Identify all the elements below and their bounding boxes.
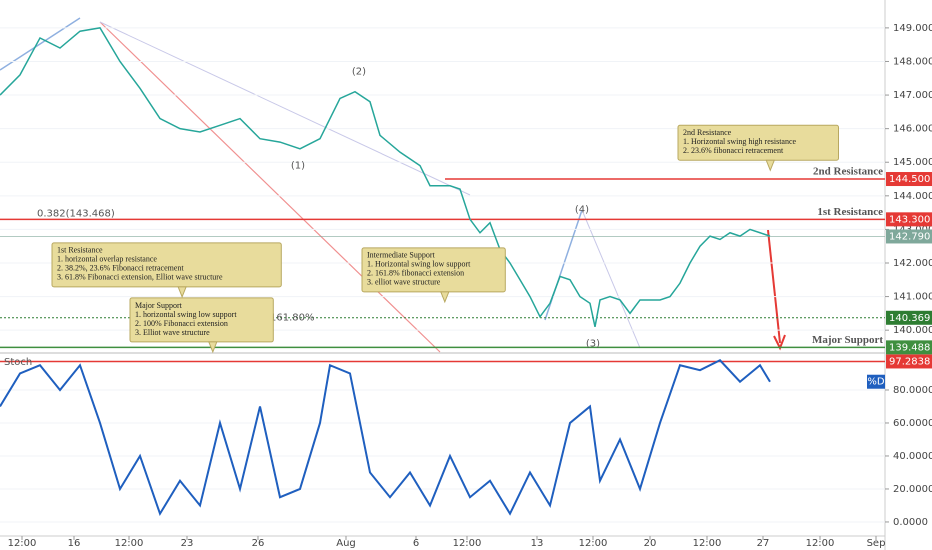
y-tick-label: 142.000 [893,258,932,269]
note-title: 2nd Resistance [683,128,732,137]
y-tick-label: 60.0000 [893,418,932,429]
series-name: %D [867,377,885,388]
forecast-arrow [767,229,781,344]
series-line [0,27,771,327]
y-tick-label: 145.000 [893,157,932,168]
y-tick-label: 40.0000 [893,451,932,462]
note-line: 1. horizontal swing low support [135,310,237,319]
x-tick-label: 12:00 [579,538,608,549]
x-tick-label: 6 [413,538,419,549]
note-line: 2. 161.8% fibonacci extension [367,269,464,278]
note-title: Intermediate Support [367,251,436,260]
x-tick-label: Aug [336,538,356,549]
y-tick-label: 20.0000 [893,484,932,495]
y-tick-label: 146.000 [893,124,932,135]
price-tag-label: 143.300 [889,214,930,225]
note-line: 3. Elliot wave structure [135,328,210,337]
pane-title: Stoch [4,357,32,368]
price-tag [886,354,932,369]
x-tick-label: Sep [867,538,886,549]
wave-line [581,209,641,349]
note-line: 3. elliot wave structure [367,278,441,287]
x-tick-label: 13 [531,538,544,549]
y-tick-label: 147.000 [893,90,932,101]
x-tick-label: 26 [252,538,265,549]
x-tick-label: 23 [181,538,194,549]
price-tag [886,310,932,325]
level-name: 1st Resistance [817,206,883,218]
note-line: 1. Horizontal swing high resistance [683,137,797,146]
price-tag-label: 140.369 [889,313,930,324]
note-box [129,297,274,343]
price-tag [886,340,932,355]
price-tag-label: 142.790 [889,231,930,242]
price-tag-label: 139.488 [889,342,930,353]
x-tick-label: 12:00 [806,538,835,549]
annotation: 161.80% [270,313,315,324]
annotation: (4) [575,204,589,215]
price-tag [886,212,932,227]
annotation: 0.382(143.468) [37,209,115,220]
annotation: (3) [586,339,600,350]
price-tag-label: 144.500 [889,174,930,185]
series-tag [867,374,885,389]
level-name: 2nd Resistance [813,166,883,178]
annotation: (1) [291,161,305,172]
x-tick-label: 27 [757,538,770,549]
note-line: 1. Horizontal swing low support [367,260,471,269]
note-box [361,247,506,293]
y-tick-label: 141.000 [893,292,932,303]
note-title: Major Support [135,301,183,310]
note-line: 2. 100% Fibonacci extension [135,319,228,328]
x-tick-label: 20 [644,538,657,549]
note-pointer [177,286,187,299]
note-title: 1st Resistance [57,246,103,255]
x-tick-label: 16 [68,538,81,549]
y-tick-label: 144.000 [893,191,932,202]
x-tick-label: 12:00 [115,538,144,549]
y-tick-label: 148.000 [893,56,932,67]
x-tick-label: 12:00 [693,538,722,549]
note-box [51,242,282,288]
level-name: Major Support [812,334,883,346]
y-tick-label: 0.0000 [893,517,928,528]
y-tick-label: 80.0000 [893,385,932,396]
x-tick-label: 12:00 [453,538,482,549]
price-tag-label: 97.2838 [889,356,930,367]
note-line: 2. 23.6% fibonacci retracement [683,146,784,155]
note-line: 2. 38.2%, 23.6% Fibonacci retracement [57,264,184,273]
y-tick-label: 140.000 [893,325,932,336]
note-pointer [765,159,776,172]
y-tick-label: 149.000 [893,23,932,34]
note-line: 3. 61.8% Fibonacci extension, Elliot wav… [57,273,223,282]
note-pointer [440,291,450,304]
price-tag [886,172,932,187]
trend-line [99,21,471,196]
annotation: (2) [352,67,366,78]
note-box [677,124,839,161]
series-line [0,359,771,517]
note-line: 1. horizontal overlap resistance [57,255,157,264]
x-tick-label: 12:00 [8,538,37,549]
price-tag [886,229,932,244]
note-pointer [208,341,218,354]
